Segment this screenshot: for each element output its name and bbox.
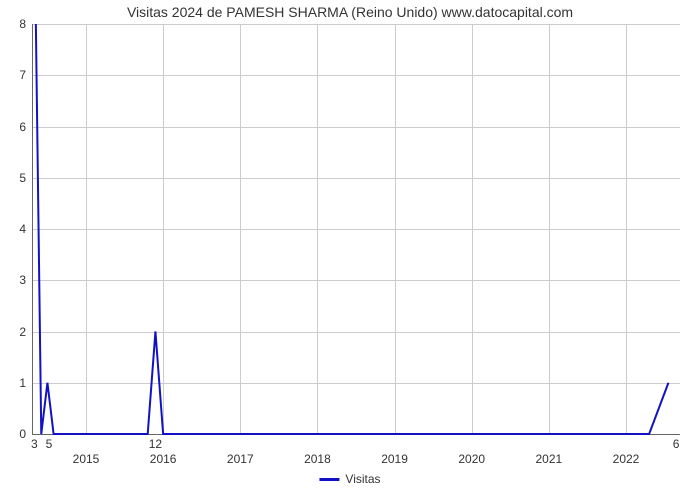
y-tick-label: 6 [19, 120, 26, 134]
x-tick-label: 2018 [304, 452, 331, 466]
chart-title: Visitas 2024 de PAMESH SHARMA (Reino Uni… [0, 4, 700, 20]
x-tick-label: 2022 [613, 452, 640, 466]
series-line [32, 24, 680, 434]
y-tick-label: 0 [19, 427, 26, 441]
x-tick-label: 2019 [381, 452, 408, 466]
under-axis-label: 12 [149, 437, 162, 451]
x-tick-label: 2017 [227, 452, 254, 466]
y-tick-label: 4 [19, 222, 26, 236]
y-tick-label: 3 [19, 273, 26, 287]
y-tick-label: 7 [19, 68, 26, 82]
legend-swatch [319, 478, 339, 481]
x-tick-label: 2021 [535, 452, 562, 466]
under-axis-label: 5 [46, 437, 53, 451]
y-tick-label: 1 [19, 376, 26, 390]
plot-area: 2015201620172018201920202021202201234567… [32, 24, 680, 434]
x-tick-label: 2015 [73, 452, 100, 466]
x-tick-label: 2020 [458, 452, 485, 466]
y-tick-label: 2 [19, 325, 26, 339]
x-tick-label: 2016 [150, 452, 177, 466]
under-axis-label: 3 [31, 437, 38, 451]
legend: Visitas [319, 472, 380, 486]
y-tick-label: 8 [19, 17, 26, 31]
y-tick-label: 5 [19, 171, 26, 185]
legend-label: Visitas [345, 472, 380, 486]
under-axis-label: 6 [673, 437, 680, 451]
